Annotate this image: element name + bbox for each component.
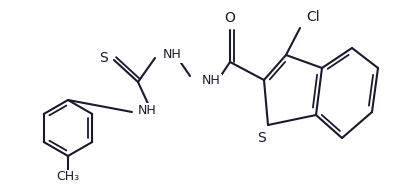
Text: NH: NH bbox=[138, 103, 157, 117]
Text: S: S bbox=[257, 131, 266, 145]
Text: CH₃: CH₃ bbox=[57, 170, 79, 184]
Text: S: S bbox=[99, 51, 108, 65]
Text: O: O bbox=[225, 11, 235, 25]
Text: NH: NH bbox=[163, 49, 182, 61]
Text: Cl: Cl bbox=[306, 10, 319, 24]
Text: NH: NH bbox=[202, 74, 221, 88]
